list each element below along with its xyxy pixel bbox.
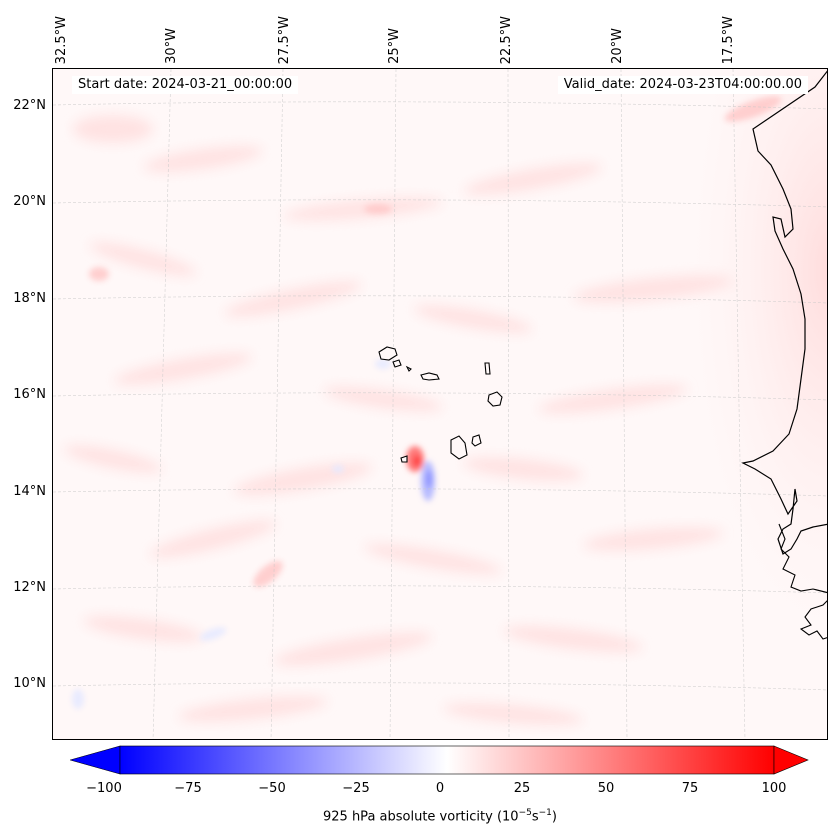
colorbar-tick: 50 — [597, 781, 615, 796]
colorbar-label: 925 hPa absolute vorticity (10−5s−1) — [323, 808, 557, 825]
lat-label-20n: 20°N — [13, 194, 46, 209]
vorticity-field — [53, 69, 827, 739]
valid-date-label: Valid_date: 2024-03-23T04:00:00.00 — [557, 76, 808, 94]
guinea-coast — [799, 600, 827, 640]
cape-verde-islands — [378, 346, 503, 463]
map-panel[interactable] — [52, 68, 828, 740]
lon-label-32-5w: 32.5°W — [53, 15, 69, 64]
colorbar-tick: 75 — [681, 781, 699, 796]
lat-label-10n: 10°N — [13, 676, 46, 691]
colorbar — [70, 745, 809, 775]
senegal-gambia-coast — [778, 523, 827, 594]
lon-label-20w: 20°W — [609, 28, 625, 64]
lon-label-27-5w: 27.5°W — [276, 15, 292, 64]
colorbar-tick: −75 — [174, 781, 202, 796]
lon-label-25w: 25°W — [386, 28, 402, 64]
colorbar-extend-high — [773, 745, 809, 775]
lat-label-22n: 22°N — [13, 98, 46, 113]
colorbar-tick: 25 — [513, 781, 531, 796]
lat-label-18n: 18°N — [13, 291, 46, 306]
colorbar-tick: 0 — [435, 781, 445, 796]
lon-label-17-5w: 17.5°W — [720, 15, 736, 64]
graticule-lines — [53, 69, 827, 739]
colorbar-gradient — [119, 745, 775, 775]
colorbar-tick: −50 — [258, 781, 286, 796]
colorbar-tick: −100 — [86, 781, 122, 796]
lat-label-16n: 16°N — [13, 387, 46, 402]
lat-label-12n: 12°N — [13, 580, 46, 595]
colorbar-tick: 100 — [761, 781, 787, 796]
vorticity-field-map — [53, 69, 827, 739]
colorbar-extend-low — [70, 745, 121, 775]
colorbar-tick: −25 — [342, 781, 370, 796]
africa-coastline — [741, 70, 827, 555]
lon-label-22-5w: 22.5°W — [498, 15, 514, 64]
lon-label-30w: 30°W — [163, 28, 179, 64]
start-date-label: Start date: 2024-03-21_00:00:00 — [72, 76, 299, 94]
lat-label-14n: 14°N — [13, 484, 46, 499]
